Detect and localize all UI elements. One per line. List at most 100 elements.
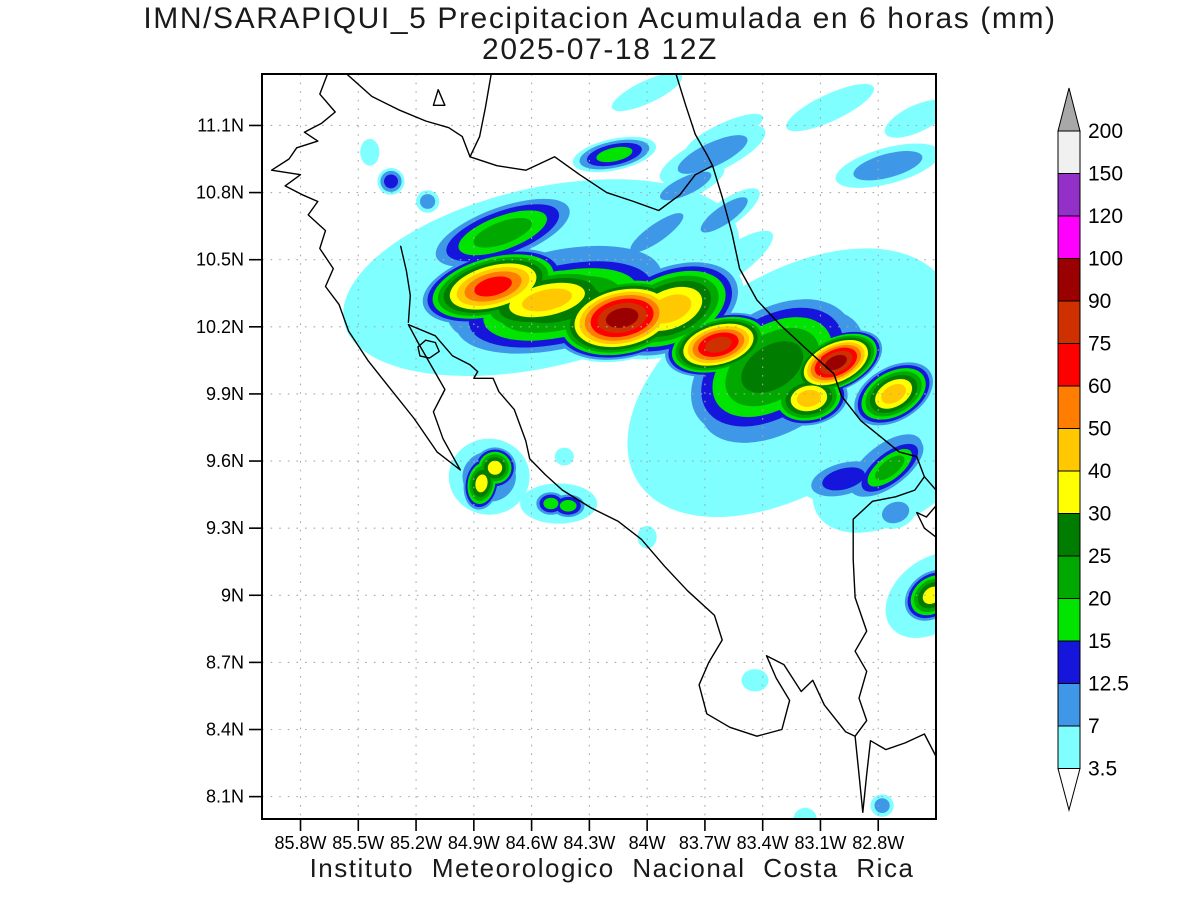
precip-contour [554, 447, 574, 466]
precip-contour [677, 135, 748, 174]
colorbar-segment [1057, 173, 1081, 217]
colorbar-label: 30 [1088, 503, 1111, 526]
colorbar-label: 100 [1088, 248, 1123, 271]
colorbar-label: 25 [1088, 545, 1111, 568]
lat-tick-label: 8.7N [206, 652, 244, 672]
precip-contour [696, 441, 867, 499]
colorbar-label: 40 [1088, 460, 1111, 483]
colorbar-segment [1057, 640, 1081, 684]
precip-contour [922, 586, 936, 605]
precip-contour [596, 146, 633, 163]
colorbar-segment [1057, 343, 1081, 387]
precip-field [343, 74, 936, 819]
lon-tick-label: 84.9W [448, 833, 500, 853]
lat-tick-label: 10.8N [196, 183, 244, 203]
precip-contour [874, 798, 890, 813]
precip-contour [630, 213, 684, 253]
precip-contour [853, 151, 923, 181]
island-outline [417, 339, 440, 359]
coastline [916, 505, 936, 538]
colorbar-segment [1057, 300, 1081, 344]
precip-contour [884, 99, 936, 138]
precip-contour [796, 389, 822, 407]
lon-tick-label: 83.7W [679, 833, 731, 853]
colorbar-segment [1057, 470, 1081, 514]
precip-contour [685, 113, 763, 155]
precip-contour [824, 354, 847, 371]
colorbar-segment [1057, 385, 1081, 429]
lon-tick-label: 85.2W [390, 833, 442, 853]
colorbar-label: 60 [1088, 375, 1111, 398]
colorbar-label: 150 [1088, 163, 1123, 186]
precip-contour [637, 525, 657, 549]
lat-tick-label: 9.6N [206, 451, 244, 471]
colorbar-label: 3.5 [1088, 758, 1117, 781]
lat-tick-label: 11.1N [197, 115, 244, 135]
coastline [675, 74, 936, 491]
lat-tick-label: 9N [221, 585, 244, 605]
lat-tick-label: 8.1N [206, 787, 244, 807]
lon-tick-label: 82.8W [852, 833, 904, 853]
coastline [852, 476, 926, 737]
lat-tick-label: 9.9N [206, 384, 244, 404]
precip-contour [474, 276, 512, 297]
precip-contour [793, 807, 817, 819]
precip-contour [822, 467, 865, 491]
colorbar-segment [1057, 683, 1081, 727]
precip-contour [741, 669, 769, 692]
precip-contour [700, 197, 748, 233]
colorbar-label: 12.5 [1088, 673, 1129, 696]
precip-contour [881, 501, 910, 524]
colorbar-segment [1057, 725, 1081, 769]
credit-footer: Instituto Meteorologico Nacional Costa R… [309, 853, 915, 883]
colorbar-segment [1057, 215, 1081, 259]
precip-contour [605, 307, 639, 328]
lon-tick-label: 83.4W [737, 833, 789, 853]
colorbar-segment [1057, 555, 1081, 599]
precip-contour [559, 500, 577, 512]
colorbar-segment [1057, 598, 1081, 642]
colorbar-label: 7 [1088, 715, 1100, 738]
colorbar-over-arrow [1057, 87, 1081, 132]
colorbar-label: 15 [1088, 630, 1111, 653]
colorbar-label: 75 [1088, 333, 1111, 356]
lon-tick-label: 83.1W [794, 833, 846, 853]
plot-title: IMN/SARAPIQUI_5 Precipitacion Acumulada … [143, 2, 1057, 35]
lat-tick-label: 8.4N [206, 720, 244, 740]
colorbar-segment [1057, 428, 1081, 472]
precip-contour [649, 294, 692, 324]
precip-contour [473, 217, 532, 248]
colorbar-segment [1057, 258, 1081, 302]
colorbar-label: 200 [1088, 120, 1123, 143]
coastline [346, 74, 492, 158]
precip-contour [360, 138, 380, 166]
precip-contour [741, 341, 804, 393]
precip-contour [660, 171, 712, 201]
coastlines [270, 74, 936, 813]
colorbar-label: 90 [1088, 290, 1111, 313]
colorbar: 3.5 7 12.5 15 20 25 30 40 50 60 75 90 100 120 150 200 [1057, 87, 1129, 812]
coastline [469, 156, 714, 212]
colorbar-under-arrow [1057, 768, 1081, 812]
lat-tick-label: 10.2N [196, 317, 244, 337]
colorbar-label: 20 [1088, 588, 1111, 611]
colorbar-label: 120 [1088, 205, 1123, 228]
precip-contour [543, 497, 559, 510]
lon-tick-label: 85.8W [274, 833, 326, 853]
coastline [400, 245, 411, 323]
precip-contour [522, 288, 572, 312]
precip-contour [475, 474, 488, 493]
colorbar-segment [1057, 513, 1081, 557]
coastline [270, 74, 936, 813]
island-outline [432, 88, 446, 107]
precip-contour [875, 455, 905, 481]
colorbar-label: 50 [1088, 418, 1111, 441]
precip-contour [420, 194, 436, 209]
precip-contour [705, 336, 732, 353]
graticule [262, 74, 936, 819]
lon-tick-label: 84.3W [563, 833, 615, 853]
precip-contour [786, 83, 875, 132]
lat-tick-label: 10.5N [196, 250, 244, 270]
